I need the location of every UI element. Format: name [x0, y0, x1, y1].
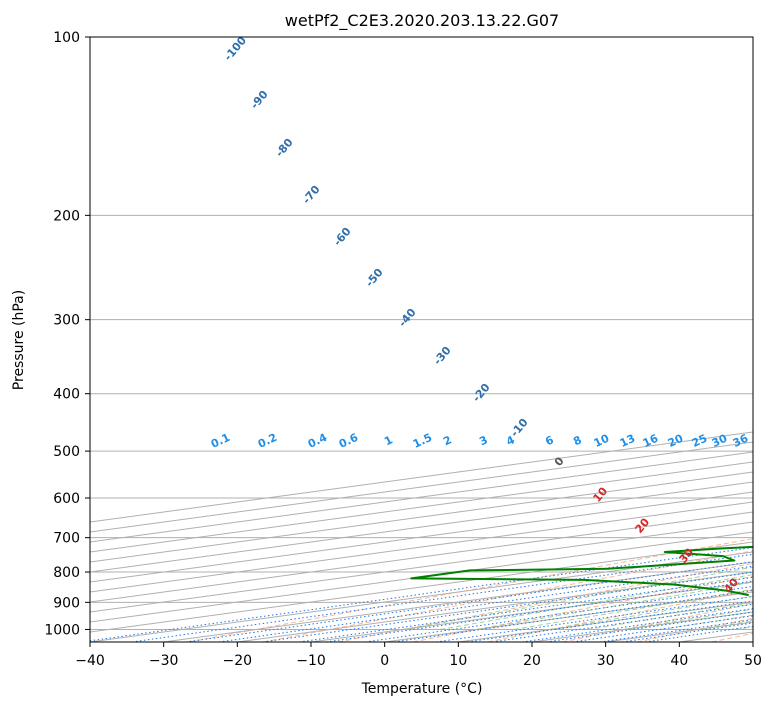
plot-inline-labels: -100-90-80-70-60-50-40-30-20-100.1 0.2 0.4… — [209, 34, 751, 596]
dry-adiabat — [711, 632, 753, 642]
moist-adiabat — [440, 574, 753, 630]
mixing-ratio-line — [131, 553, 753, 642]
isotherm-line — [752, 641, 753, 642]
mixing-ratio-label: 0.6 — [337, 431, 360, 451]
plot-frame — [89, 36, 754, 643]
mixing-ratio-label: 0.2 — [256, 431, 279, 451]
isotherm-label: -30 — [431, 344, 454, 368]
mixing-ratio-label: 13 — [618, 432, 637, 450]
mixing-ratio-line — [185, 561, 753, 642]
y-axis-title: Pressure (hPa) — [11, 290, 27, 390]
moist-adiabat — [513, 588, 753, 630]
x-tick-label: −30 — [149, 653, 179, 669]
isotherm-line — [90, 521, 753, 613]
moist-adiabat — [477, 581, 753, 630]
isotherm-line — [531, 611, 753, 642]
isotherm-label: -100 — [221, 34, 249, 64]
isotherm-line — [90, 481, 753, 573]
mixing-ratio-line — [492, 603, 753, 642]
isotherm-line — [90, 541, 753, 633]
sounding-series-2 — [410, 545, 753, 597]
moist-adiabat — [698, 620, 753, 630]
y-tick-label: 1000 — [44, 622, 80, 638]
mixing-ratio-line — [436, 596, 753, 642]
mixing-ratio-label: 36 — [731, 432, 751, 450]
plot-background-lines — [90, 37, 753, 642]
x-axis-title: Temperature (°C) — [361, 681, 483, 697]
x-tick-label: −20 — [223, 653, 253, 669]
isotherm-line — [679, 631, 753, 642]
x-tick-label: 20 — [523, 653, 541, 669]
y-tick-label: 800 — [53, 565, 80, 581]
x-tick-label: 10 — [449, 653, 467, 669]
isotherm-line — [90, 531, 753, 623]
y-tick-label: 900 — [53, 595, 80, 611]
mixing-ratio-label: 10 — [592, 432, 612, 450]
x-tick-label: 50 — [744, 653, 762, 669]
isotherm-line — [90, 451, 753, 543]
isotherm-label: -50 — [363, 266, 386, 290]
y-tick-label: 500 — [53, 444, 80, 460]
plot-series — [410, 545, 753, 597]
y-tick-label: 200 — [53, 208, 80, 224]
y-tick-label: 300 — [53, 313, 80, 329]
y-tick-label: 600 — [53, 491, 80, 507]
isotherm-line — [310, 581, 753, 642]
moist-adiabat — [661, 614, 753, 630]
moist-adiabat — [624, 608, 753, 630]
isotherm-line — [90, 491, 753, 583]
dry-adiabat — [263, 550, 753, 642]
mixing-ratio-label: 6 — [543, 433, 556, 448]
mixing-ratio-label: 1 — [382, 433, 394, 448]
mixing-ratio-label: 30 — [710, 432, 730, 450]
dry-adiabat — [636, 617, 753, 642]
mixing-ratio-label: 1.5 — [411, 431, 434, 451]
mixing-ratio-line — [90, 546, 753, 642]
dry-adiabat — [487, 589, 753, 642]
isotherm-line — [90, 511, 753, 603]
warm-isotherm-label: 0 — [552, 454, 567, 468]
mixing-ratio-label: 2 — [441, 433, 453, 448]
mixing-ratio-label: 0.1 — [209, 431, 232, 451]
isotherm-label: -20 — [470, 381, 493, 405]
x-tick-label: −40 — [75, 653, 105, 669]
isotherm-label: -90 — [248, 88, 271, 112]
mixing-ratio-label: 25 — [690, 432, 709, 450]
dry-adiabat — [338, 562, 753, 642]
y-tick-label: 100 — [53, 30, 80, 46]
isotherm-line — [90, 471, 753, 563]
x-tick-label: 40 — [670, 653, 688, 669]
x-tick-label: 0 — [380, 653, 389, 669]
x-tick-label: 30 — [597, 653, 615, 669]
mixing-ratio-label: 16 — [641, 432, 661, 450]
isotherm-line — [90, 461, 753, 553]
dry-adiabat — [412, 575, 753, 642]
mixing-ratio-label: 0.4 — [306, 431, 329, 451]
isotherm-label: -40 — [396, 306, 419, 330]
isotherm-label: -60 — [331, 225, 354, 249]
moist-adiabat — [403, 566, 753, 630]
chart-title: wetPf2_C2E3.2020.203.13.22.G07 — [285, 11, 559, 31]
y-tick-label: 700 — [53, 531, 80, 547]
warm-isotherm-label: 20 — [632, 515, 652, 535]
isotherm-label: -80 — [273, 136, 296, 160]
isotherm-label: -70 — [300, 183, 323, 207]
y-tick-label: 400 — [53, 387, 80, 403]
axes: −40 −30 −20 −10 0 10 20 30 40 5010020030040050060… — [44, 30, 762, 669]
mixing-ratio-label: 8 — [571, 433, 583, 448]
mixing-ratio-line — [522, 608, 753, 642]
mixing-ratio-line — [467, 600, 753, 642]
isotherm-line — [384, 591, 753, 642]
x-tick-label: −10 — [296, 653, 326, 669]
isotherm-line — [90, 501, 753, 593]
mixing-ratio-label: 3 — [477, 433, 489, 448]
mixing-ratio-label: 20 — [666, 432, 686, 450]
